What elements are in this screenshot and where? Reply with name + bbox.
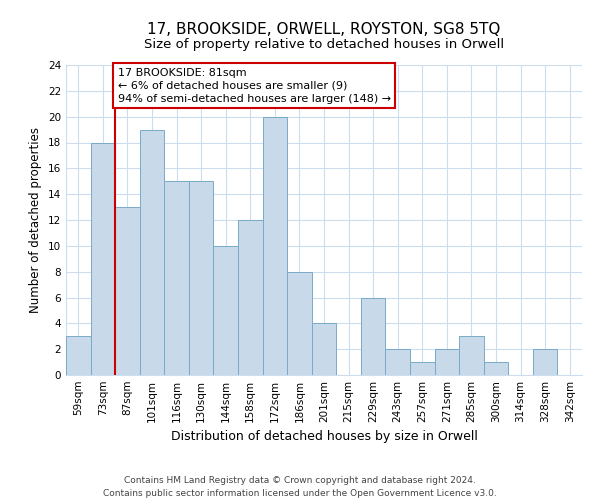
Bar [91,142,115,375]
Text: 17 BROOKSIDE: 81sqm
← 6% of detached houses are smaller (9)
94% of semi-detached: 17 BROOKSIDE: 81sqm ← 6% of detached hou… [118,68,391,104]
Bar [164,181,189,375]
Bar [385,349,410,375]
Bar [434,349,459,375]
Bar [361,298,385,375]
Text: 17, BROOKSIDE, ORWELL, ROYSTON, SG8 5TQ: 17, BROOKSIDE, ORWELL, ROYSTON, SG8 5TQ [148,22,500,38]
Bar [312,324,336,375]
X-axis label: Distribution of detached houses by size in Orwell: Distribution of detached houses by size … [170,430,478,444]
Bar [189,181,214,375]
Bar [238,220,263,375]
Bar [214,246,238,375]
Bar [66,336,91,375]
Bar [287,272,312,375]
Bar [533,349,557,375]
Bar [263,116,287,375]
Bar [410,362,434,375]
Bar [140,130,164,375]
Bar [115,207,140,375]
Bar [459,336,484,375]
Bar [484,362,508,375]
Text: Contains HM Land Registry data © Crown copyright and database right 2024.
Contai: Contains HM Land Registry data © Crown c… [103,476,497,498]
Y-axis label: Number of detached properties: Number of detached properties [29,127,43,313]
Text: Size of property relative to detached houses in Orwell: Size of property relative to detached ho… [144,38,504,51]
